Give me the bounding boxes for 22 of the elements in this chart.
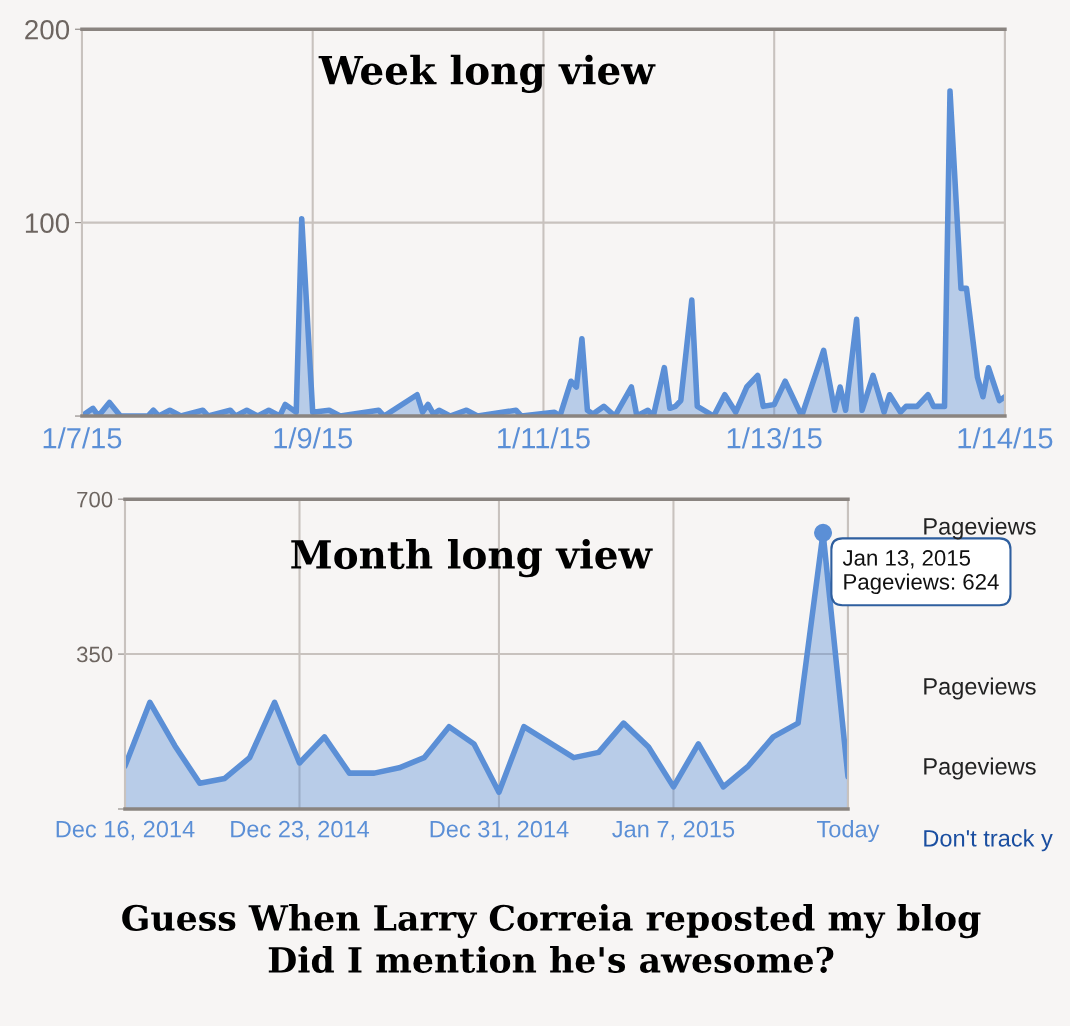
text: Guess When Larry Correia reposted my blog Did I mention he's awesome? xyxy=(122,904,981,973)
x-tick-label: 1/7/15 xyxy=(43,427,122,449)
x-tick-label: 1/13/15 xyxy=(727,427,822,449)
annotation: Jan 13, 2015 Pageviews: 624 xyxy=(842,550,999,595)
x-tick-label: Dec 31, 2014 xyxy=(430,820,569,841)
text: Pageviews xyxy=(924,517,1036,540)
y-tick-label: 200 xyxy=(25,19,70,40)
y-tick-label: 100 xyxy=(25,213,70,233)
text: Don't track y xyxy=(924,829,1053,852)
text: Month long view xyxy=(291,539,653,578)
x-tick-label: 1/9/15 xyxy=(274,427,353,449)
y-tick-label: 350 xyxy=(76,646,113,663)
text: Week long view xyxy=(318,54,656,93)
y-tick-label: 700 xyxy=(77,491,113,508)
x-tick-label: Today xyxy=(817,820,880,843)
x-tick-label: Dec 23, 2014 xyxy=(231,820,370,841)
text: Pageviews xyxy=(924,677,1036,700)
x-tick-label: 1/11/15 xyxy=(498,427,590,449)
x-tick-label: Dec 16, 2014 xyxy=(56,820,195,841)
text: Pageviews xyxy=(924,757,1036,780)
x-tick-label: 1/14/15 xyxy=(958,427,1053,449)
x-tick-label: Jan 7, 2015 xyxy=(612,820,735,841)
